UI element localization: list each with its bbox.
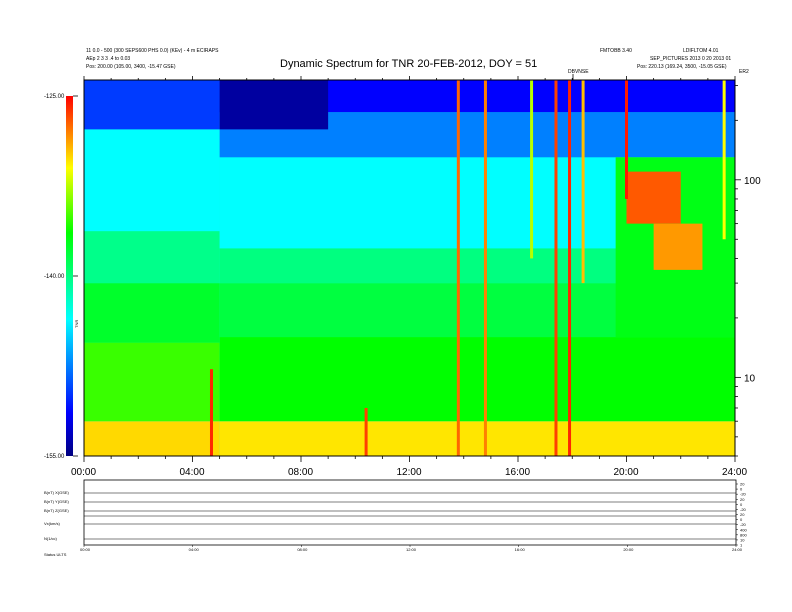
header-right-corner: ER2: [739, 69, 749, 75]
x-tick-label-6: 24:00: [722, 467, 747, 478]
lower-panel-label-3: Vx(km/s): [44, 521, 60, 526]
radio-burst-2: [456, 80, 460, 456]
event-marker-label: DBVNSE: [568, 69, 589, 75]
spectrogram-plot: [84, 80, 735, 456]
radio-burst-0: [209, 369, 213, 456]
colorbar-tick-top: -125.00: [44, 94, 65, 100]
x-tick-label-3: 12:00: [397, 467, 422, 478]
radio-burst-8: [625, 80, 628, 199]
lower-x-tick-label-6: 24:00: [732, 547, 743, 552]
colorbar: [66, 96, 73, 456]
x-tick-label-5: 20:00: [614, 467, 639, 478]
lower-panel-label-2: B(nT) Z(GSE): [44, 508, 69, 513]
spectrum-band-15: [626, 171, 681, 224]
spectrum-band-2: [84, 283, 220, 343]
lower-x-tick-label-2: 08:00: [297, 547, 308, 552]
colorbar-tick-mid: -140.00: [44, 274, 65, 280]
header-right-line2: SEP_PICTURES 2013 0 20 2013 01: [650, 56, 732, 62]
y-tick-label-100: 100: [744, 176, 761, 187]
radio-burst-5: [554, 80, 558, 456]
x-tick-label-2: 08:00: [288, 467, 313, 478]
lower-right-label-3: 20: [740, 497, 745, 502]
lower-x-tick-label-3: 12:00: [406, 547, 417, 552]
lower-right-label-9: 400: [740, 527, 747, 532]
x-tick-label-0: 00:00: [71, 467, 96, 478]
lower-x-tick-label-1: 04:00: [189, 547, 200, 552]
spectrum-band-3: [84, 231, 220, 284]
radio-burst-3: [483, 80, 487, 456]
lower-right-label-0: 20: [740, 482, 745, 487]
x-tick-label-4: 16:00: [505, 467, 530, 478]
lower-footer-label: Status ULTS: [44, 552, 67, 557]
header-left-line1: 11 0.0 - 500 (300 SEPS600 PHS 0.0) (KEv)…: [86, 48, 219, 54]
lower-panel-label-0: B(nT) X(GSE): [44, 490, 70, 495]
lower-panel-label-4: N(1/cc): [44, 536, 58, 541]
spectrum-band-13: [219, 80, 329, 130]
lower-right-label-2: -20: [740, 492, 747, 497]
spectrum-band-4: [84, 129, 220, 232]
lower-right-label-12: 1: [740, 543, 743, 548]
spectrum-band-0: [84, 421, 220, 456]
spectrum-band-1: [84, 342, 220, 422]
lower-panels-frame: [83, 479, 737, 546]
lower-x-tick-label-0: 00:00: [80, 547, 91, 552]
header-right-line3: Pos: 220.13 (169.24, 3500, -15.05 GSE): [637, 64, 727, 70]
y-tick-label-10: 10: [744, 373, 756, 384]
lower-x-tick-label-5: 20:00: [623, 547, 634, 552]
spectrum-band-16: [653, 223, 703, 270]
lower-right-label-6: 20: [740, 512, 745, 517]
radio-burst-4: [530, 80, 534, 259]
header-right-line1b: LDIFLTOM 4.01: [683, 48, 719, 54]
lower-x-tick-label-4: 16:00: [515, 547, 526, 552]
colorbar-title: TNR: [74, 320, 79, 328]
header-left-line2: AEp 2 3 3 .4 to 0.03: [86, 56, 131, 62]
lower-panels: B(nT) X(GSE) B(nT) Y(GSE) B(nT) Z(GSE) Vx(k…: [44, 479, 747, 557]
radio-burst-1: [364, 407, 368, 456]
spectrum-band-5: [84, 80, 220, 130]
radio-burst-7: [581, 80, 585, 284]
lower-right-label-11: 10: [740, 537, 745, 542]
spectrum-band-7: [219, 337, 735, 422]
radio-burst-6: [568, 80, 572, 456]
lower-right-label-5: -20: [740, 507, 747, 512]
lower-right-label-1: 0: [740, 487, 743, 492]
lower-right-label-4: 0: [740, 502, 743, 507]
lower-right-label-7: 0: [740, 517, 743, 522]
spectrum-band-6: [219, 421, 735, 456]
lower-right-label-10: 800: [740, 532, 747, 537]
colorbar-tick-bottom: -155.00: [44, 454, 65, 460]
lower-panel-label-1: B(nT) Y(GSE): [44, 499, 69, 504]
x-tick-label-1: 04:00: [180, 467, 205, 478]
radio-burst-9: [722, 80, 726, 240]
header-left-line3: Pos: 200.00 (105.00, 3400, -15.47 GSE): [86, 64, 176, 70]
chart-title: Dynamic Spectrum for TNR 20-FEB-2012, DO…: [280, 58, 538, 70]
header-right-line1a: FMTOBB 3.40: [600, 48, 632, 54]
lower-right-label-8: -20: [740, 522, 747, 527]
